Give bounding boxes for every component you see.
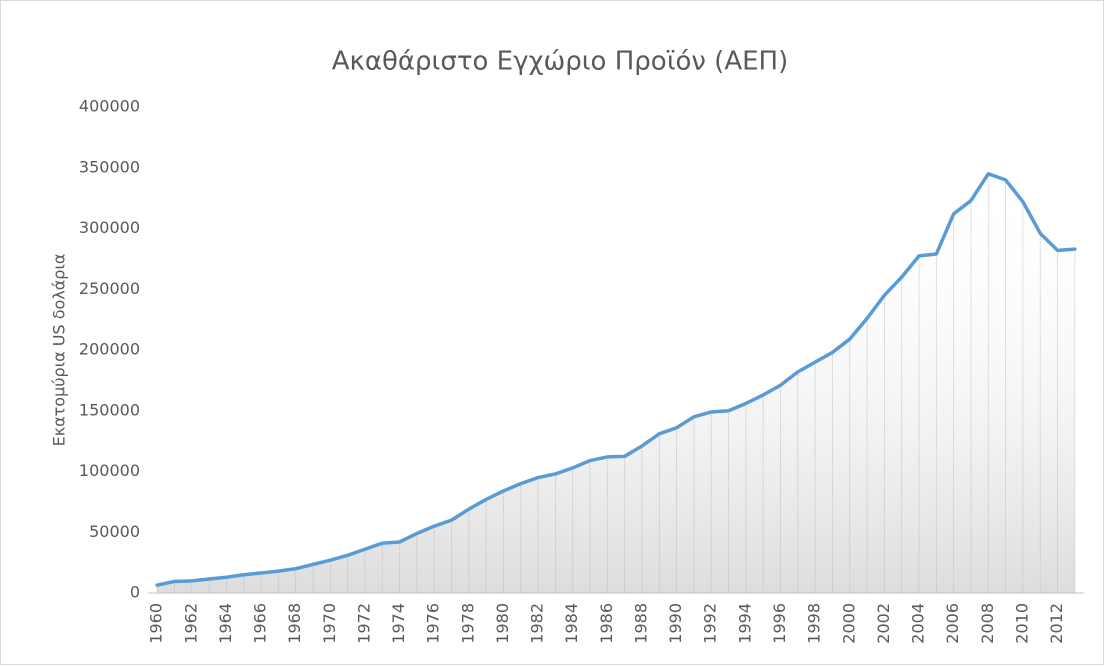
x-tick-label: 1986 <box>597 603 616 644</box>
y-tick-label: 350000 <box>79 157 140 176</box>
x-tick-label: 1992 <box>701 603 720 644</box>
y-tick-label: 0 <box>130 583 140 602</box>
x-tick-label: 1996 <box>770 603 789 644</box>
x-tick-label: 2008 <box>978 603 997 644</box>
x-tick-label: 1976 <box>424 603 443 644</box>
x-tick-label: 1980 <box>493 603 512 644</box>
y-tick-label: 100000 <box>79 461 140 480</box>
y-axis-title: Εκατομύρια US δολάρια <box>50 254 69 447</box>
x-tick-label: 1994 <box>735 603 754 644</box>
y-tick-label: 50000 <box>89 522 140 541</box>
x-tick-label: 1984 <box>562 603 581 644</box>
x-tick-label: 1960 <box>147 603 166 644</box>
x-tick-label: 2012 <box>1047 603 1066 644</box>
x-tick-label: 2002 <box>874 603 893 644</box>
x-tick-label: 1966 <box>251 603 270 644</box>
x-tick-label: 1962 <box>181 603 200 644</box>
y-tick-label: 300000 <box>79 218 140 237</box>
x-tick-label: 1974 <box>389 603 408 644</box>
x-tick-label: 2010 <box>1012 603 1031 644</box>
x-tick-label: 1970 <box>320 603 339 644</box>
area <box>157 173 1075 593</box>
x-tick-label: 2006 <box>943 603 962 644</box>
x-tick-label: 1968 <box>285 603 304 644</box>
y-tick-label: 150000 <box>79 400 140 419</box>
x-tick-label: 2004 <box>909 603 928 644</box>
x-tick-label: 1964 <box>216 603 235 644</box>
line <box>155 172 1077 587</box>
x-tick-label: 1990 <box>666 603 685 644</box>
x-tick-label: 2000 <box>839 603 858 644</box>
y-tick-label: 250000 <box>79 279 140 298</box>
x-tick-label: 1982 <box>528 603 547 644</box>
y-tick-label: 400000 <box>79 97 140 116</box>
x-tick-label: 1972 <box>354 603 373 644</box>
x-tick-label: 1988 <box>631 603 650 644</box>
x-tick-label: 1978 <box>458 603 477 644</box>
x-tick-label: 1998 <box>805 603 824 644</box>
chart-title: Ακαθάριστο Εγχώριο Προϊόν (ΑΕΠ) <box>332 47 789 77</box>
y-tick-label: 200000 <box>79 340 140 359</box>
